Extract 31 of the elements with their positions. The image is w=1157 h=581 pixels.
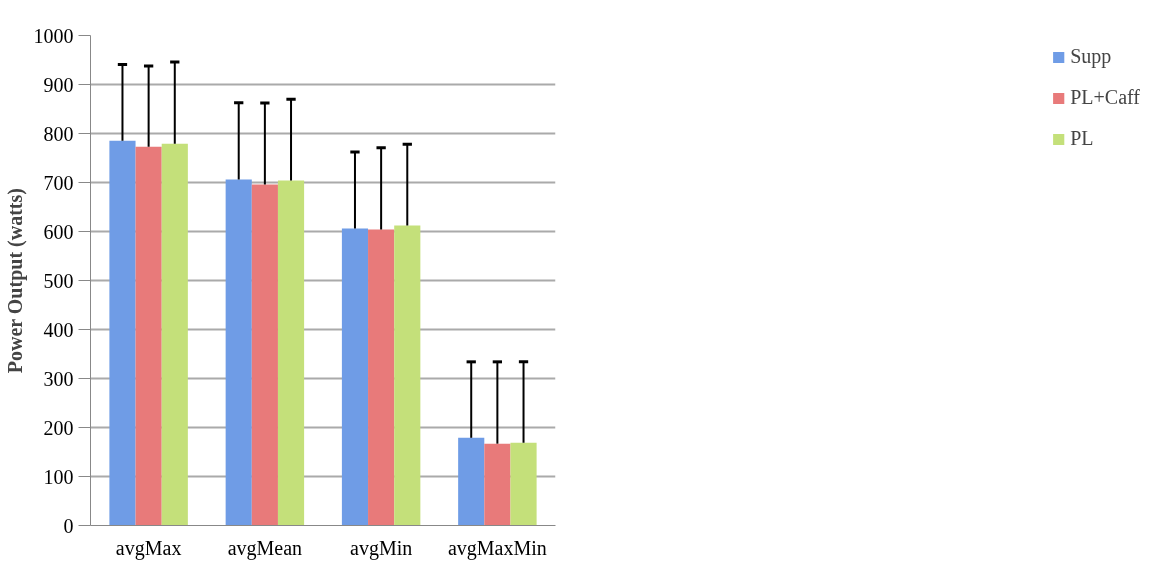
x-tick-label: avgMean bbox=[227, 536, 303, 560]
y-tick-label: 100 bbox=[43, 465, 74, 488]
y-tick-label: 800 bbox=[43, 122, 74, 145]
bar bbox=[458, 437, 485, 526]
y-tick-label: 400 bbox=[43, 318, 74, 341]
bar bbox=[484, 443, 511, 526]
y-tick-label: 200 bbox=[43, 416, 74, 439]
y-tick-label: 0 bbox=[63, 514, 74, 537]
bar bbox=[135, 146, 162, 526]
bar bbox=[394, 225, 421, 526]
y-axis-title: Power Output (watts) bbox=[3, 188, 27, 374]
bar bbox=[368, 229, 395, 526]
bar bbox=[225, 179, 252, 526]
y-tick-label: 900 bbox=[43, 73, 74, 96]
x-tick-label: avgMax bbox=[115, 536, 182, 560]
y-tick-label: 500 bbox=[43, 269, 74, 292]
bar bbox=[109, 140, 136, 526]
bar bbox=[277, 180, 305, 526]
legend-label: PL+Caff bbox=[1070, 86, 1140, 109]
bar bbox=[510, 442, 537, 526]
x-tick-label: avgMaxMin bbox=[447, 536, 547, 560]
legend-label: Supp bbox=[1070, 45, 1112, 68]
bar bbox=[161, 143, 188, 526]
legend-label: PL bbox=[1070, 127, 1094, 150]
y-tick-label: 300 bbox=[43, 367, 74, 390]
x-tick-label: avgMin bbox=[350, 536, 413, 560]
bar bbox=[251, 184, 278, 526]
y-tick-label: 600 bbox=[43, 220, 74, 243]
y-tick-label: 700 bbox=[43, 171, 74, 194]
y-tick-label: 1000 bbox=[33, 24, 74, 47]
bar bbox=[341, 228, 369, 526]
